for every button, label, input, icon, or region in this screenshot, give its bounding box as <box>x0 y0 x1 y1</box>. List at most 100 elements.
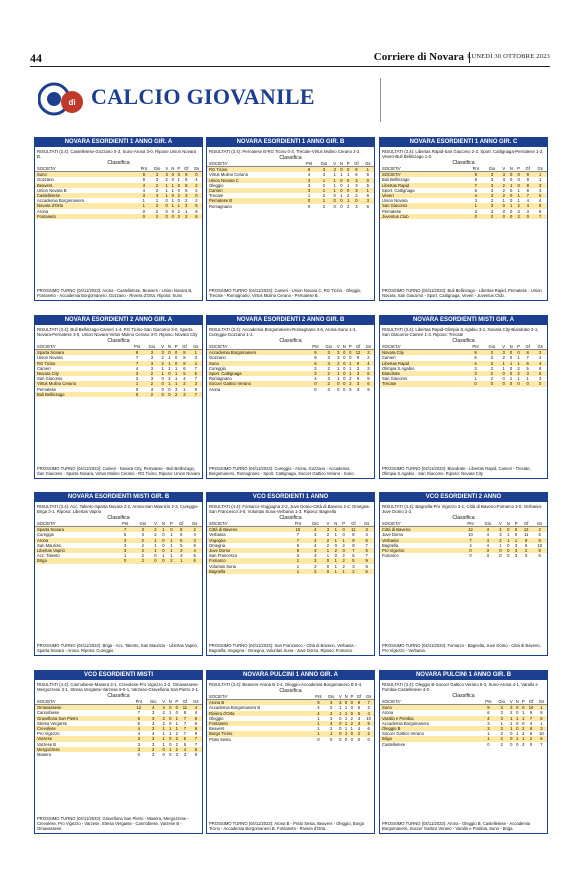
stat-cell: 0 <box>175 182 182 188</box>
panel-results: RISULTATI (4.4): Bagnella-Pro Vigezzo 3-… <box>382 504 543 514</box>
column-header: Gio <box>483 344 501 351</box>
stat-cell: 3 <box>129 371 145 377</box>
table-row: Oleggio 3 2 1 0 1 3 5 <box>207 183 374 188</box>
table-header-row: SOCIETA' Pnt Gio V N P Gf Gs <box>35 521 202 528</box>
standings-panel: NOVARA ESORDIENTI MISTI GIR. A RISULTATI … <box>379 315 548 479</box>
team-name: Acc. Talento <box>37 553 60 559</box>
stat-cell: 2 <box>496 537 505 543</box>
table-row: Soccer Gattico Verano 0 2 0 0 2 3 6 <box>207 381 374 387</box>
stat-cell: 1 <box>169 182 176 188</box>
standings-table: SOCIETA' Pnt Gio V N P Gf Gs SOCIETA' 9 3 3 0 0 9 1 Buli… <box>380 166 547 220</box>
standings-table: SOCIETA' Pnt Gio V N P Gf Gs Novara City 9 3 3 0 0 8 3 C… <box>380 344 547 387</box>
table-row: Bagnella 4 4 1 0 3 6 10 <box>380 543 547 548</box>
stat-cell: 1 <box>344 705 348 711</box>
team-name: Fomarco <box>207 558 290 564</box>
column-header: Gf <box>519 521 533 528</box>
team-name: Veveri <box>380 193 468 199</box>
stat-cell: 4 <box>193 532 196 538</box>
team-name: Pernatese <box>382 208 402 214</box>
column-header: SOCIETA' <box>207 694 313 701</box>
stat-cell: 3 <box>357 715 361 721</box>
page-number: 44 <box>30 51 42 65</box>
stat-cell: 3 <box>353 371 363 377</box>
stat-cell: 7 <box>533 213 547 220</box>
stat-cell: 0 <box>507 193 516 199</box>
stat-cell: 3 <box>301 177 317 183</box>
table-row: Arona 0 3 0 0 3 3 9 <box>207 387 374 392</box>
stat-cell: 1 <box>317 715 320 721</box>
stat-cell: 6 <box>538 553 541 559</box>
stat-cell: 8 <box>352 532 355 538</box>
stat-cell: 0 <box>159 558 168 564</box>
column-header: Gio <box>324 694 338 701</box>
table-row: Cameri 3 1 1 0 0 3 1 <box>207 188 374 194</box>
stat-cell: 4 <box>142 187 145 193</box>
column-header: Gs <box>363 694 374 701</box>
column-header: P <box>520 699 527 706</box>
stat-cell: 1 <box>334 532 337 538</box>
stat-cell: 0 <box>507 213 516 220</box>
stat-cell: 1 <box>160 736 167 742</box>
table-row: Union Novara 3 2 1 0 1 4 4 <box>380 198 547 203</box>
stat-cell: 7 <box>194 741 198 747</box>
stat-cell: 0 <box>171 208 174 214</box>
stat-cell: 9 <box>194 731 198 737</box>
stat-cell: 2 <box>367 705 370 711</box>
stat-cell: 3 <box>131 736 146 742</box>
stat-cell: 9 <box>532 548 547 554</box>
next-round: PROSSIMO TURNO (04/11/2023): Gravellona … <box>37 816 189 831</box>
stat-cell: 0 <box>165 349 173 356</box>
stat-cell: 1 <box>170 553 173 559</box>
stat-cell: 3 <box>538 376 542 382</box>
stat-cell: 5 <box>533 193 547 199</box>
stat-cell: 2 <box>181 213 191 220</box>
stat-cell: 3 <box>145 726 161 732</box>
stat-cell: 1 <box>507 360 515 366</box>
stat-cell: 6 <box>362 371 374 377</box>
table-row: Città di Baveno 12 4 4 0 0 12 2 <box>380 526 547 533</box>
team-name: Novara City <box>35 371 130 377</box>
column-header: V <box>508 699 515 706</box>
column-header: Gio <box>479 521 497 528</box>
stat-cell: 2 <box>510 710 513 716</box>
table-row: Briga 0 2 0 0 2 1 6 <box>35 558 202 564</box>
stat-cell: 9 <box>351 166 362 173</box>
table-row: Beavers 1 2 0 1 1 4 6 <box>207 726 374 731</box>
stat-cell: 0 <box>344 736 348 742</box>
stat-cell: 2 <box>306 568 325 575</box>
stat-cell: 8 <box>183 710 187 716</box>
stat-cell: 1 <box>162 731 165 737</box>
column-header: SOCIETA' <box>207 521 290 528</box>
stat-cell: 7 <box>194 376 197 382</box>
stat-cell: 0 <box>343 386 346 392</box>
team-name: Soccer Gattico Verano <box>207 381 309 387</box>
team-name: Union Novara <box>37 355 63 361</box>
stat-cell: 0 <box>177 198 180 204</box>
stat-cell: 7 <box>365 542 368 548</box>
team-name: Stresa Vergante <box>37 720 68 726</box>
stat-cell: 4 <box>486 542 489 548</box>
standings-panel: VCO ESORDIENTI 1 ANNO RISULTATI (4.4): Fo… <box>206 492 375 656</box>
stat-cell: 1 <box>161 365 164 371</box>
stat-cell: 1 <box>507 532 510 538</box>
stat-cell: 0 <box>507 381 515 387</box>
stat-cell: 0 <box>510 208 513 214</box>
table-row: Cannobiese 7 3 2 1 0 8 4 <box>35 710 202 715</box>
stat-cell: 0 <box>154 553 157 559</box>
stat-cell: 2 <box>346 203 350 209</box>
stat-cell: 9 <box>181 171 191 178</box>
stat-cell: 6 <box>535 715 547 721</box>
stat-cell: 1 <box>331 188 338 194</box>
stat-cell: 0 <box>337 166 345 173</box>
stat-cell: 1 <box>169 731 172 737</box>
stat-cell: 6 <box>131 715 146 721</box>
stat-cell: 2 <box>354 731 364 737</box>
stat-cell: 6 <box>356 376 360 382</box>
stat-cell: 1 <box>162 553 165 559</box>
stat-cell: 5 <box>179 371 190 377</box>
stat-cell: 1 <box>508 715 515 721</box>
column-header: Gs <box>532 521 547 528</box>
stat-cell: 3 <box>500 710 503 716</box>
standings-table: SOCIETA' Pnt Gio V N P Gf Gs Omavassese 12 4 4 0 0 11 4… <box>35 699 202 757</box>
